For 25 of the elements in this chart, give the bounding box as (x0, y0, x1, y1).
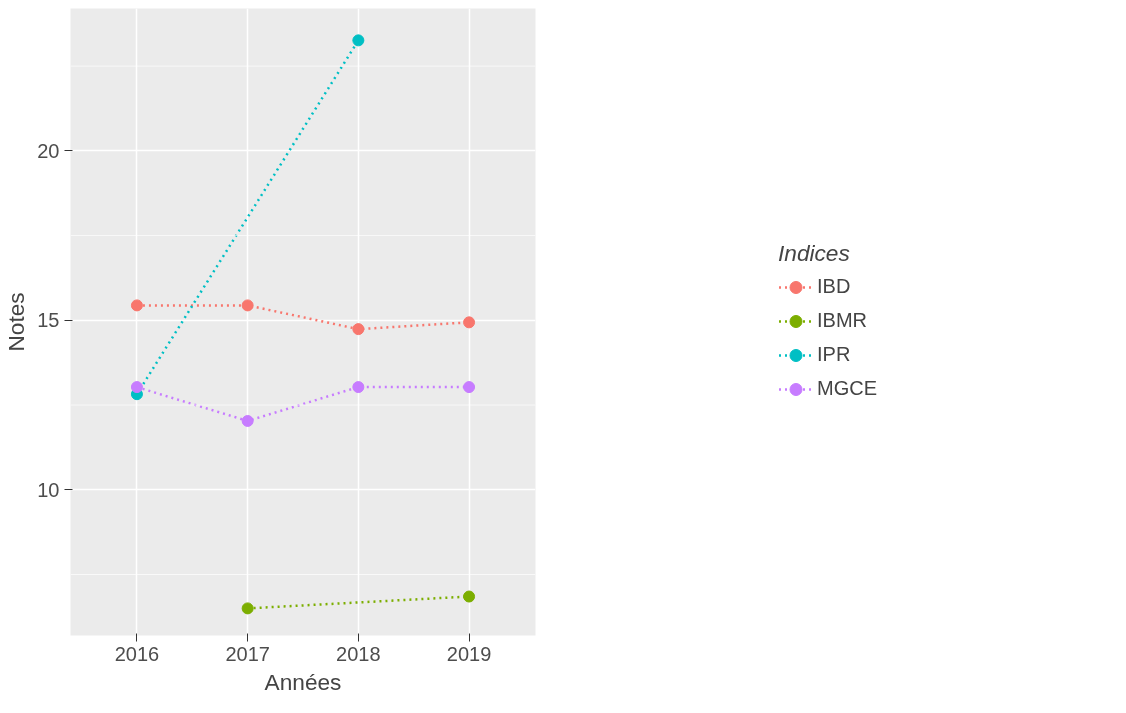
point (241, 299, 254, 312)
point (241, 602, 254, 615)
x-tick-label: 2017 (225, 642, 270, 665)
x-tick-label: 2016 (114, 642, 160, 665)
legend-label: IBMR (817, 308, 867, 333)
legend-title: Indices (778, 239, 851, 267)
x-tick-label: 2019 (446, 642, 492, 665)
legend-label: IPR (817, 342, 851, 367)
legend-label: MGCE (817, 376, 877, 401)
point (463, 381, 476, 394)
point (463, 590, 476, 603)
x-tick-label: 2018 (336, 642, 381, 665)
point (352, 323, 365, 336)
point (463, 316, 476, 329)
point (130, 381, 143, 394)
y-tick-label: 15 (37, 309, 60, 332)
y-axis-title: Notes (3, 292, 30, 352)
y-tick-label: 10 (37, 478, 60, 501)
point (352, 381, 365, 394)
legend-label: IBD (817, 274, 851, 299)
point (352, 34, 365, 47)
point (241, 414, 254, 427)
y-tick-label: 20 (37, 139, 60, 162)
x-axis-title: Années (264, 668, 342, 695)
point (130, 299, 143, 312)
